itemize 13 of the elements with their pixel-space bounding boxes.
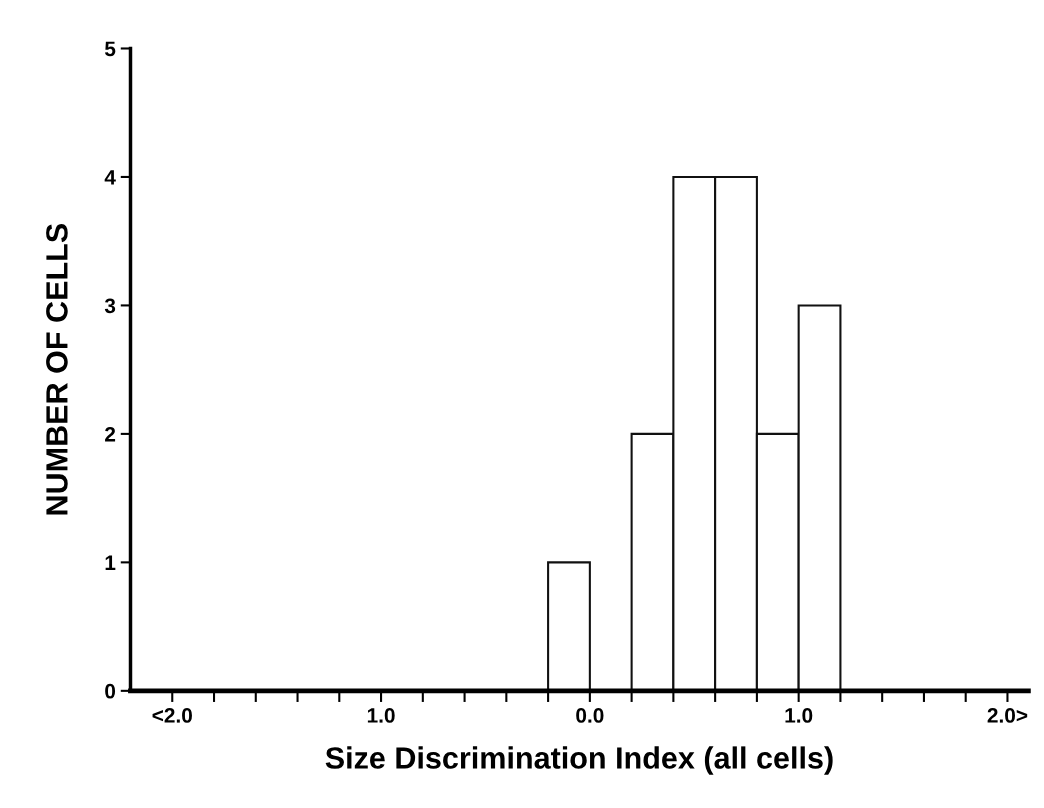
x-tick-label: 0.0: [576, 708, 604, 723]
y-tick-label: 1: [105, 555, 116, 570]
y-tick-label: 0: [105, 683, 116, 699]
x-tick-label: 2.0>: [987, 708, 1028, 723]
y-tick-label: 5: [104, 41, 116, 57]
x-tick-label: 1.0: [785, 708, 813, 723]
x-tick-label: <2.0: [152, 708, 192, 723]
x-tick-label: 1.0: [367, 708, 395, 723]
x-axis-title: Size Discrimination Index (all cells): [325, 746, 833, 775]
y-axis-title: NUMBER OF CELLS: [46, 224, 68, 515]
y-tick-label: 3: [104, 298, 116, 314]
y-tick-label: 2: [105, 426, 116, 442]
y-tick-label: 4: [104, 170, 116, 185]
